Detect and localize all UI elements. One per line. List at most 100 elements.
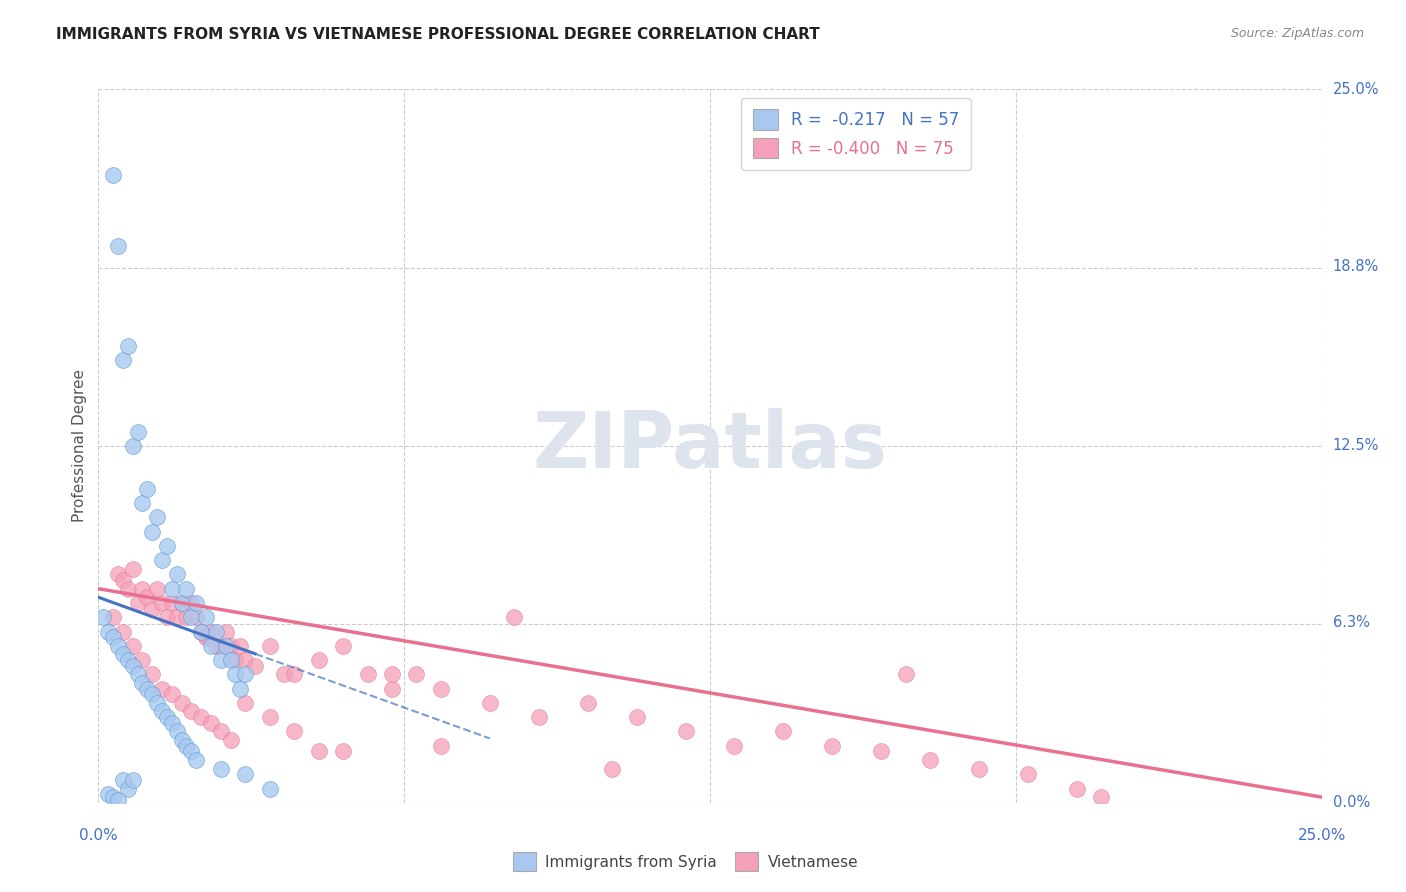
Point [97, 624, 120, 639]
Point [430, 739, 453, 753]
Point [308, 653, 330, 667]
Point [107, 793, 129, 807]
Point [332, 639, 354, 653]
Point [332, 744, 354, 758]
Point [283, 667, 305, 681]
Point [166, 567, 188, 582]
Point [576, 696, 599, 710]
Point [127, 667, 149, 681]
Point [214, 639, 236, 653]
Point [356, 667, 378, 681]
Point [308, 744, 330, 758]
Text: ZIPatlas: ZIPatlas [533, 408, 887, 484]
Point [136, 482, 159, 496]
Point [141, 687, 163, 701]
Point [186, 753, 208, 767]
Point [117, 582, 139, 596]
Point [1066, 781, 1088, 796]
Point [146, 510, 169, 524]
Point [430, 681, 453, 696]
Point [101, 168, 124, 182]
Point [176, 610, 198, 624]
Point [107, 639, 129, 653]
Point [219, 639, 242, 653]
Point [150, 553, 173, 567]
Point [219, 733, 242, 747]
Point [381, 681, 404, 696]
Point [205, 624, 228, 639]
Y-axis label: Professional Degree: Professional Degree [72, 369, 87, 523]
Point [136, 591, 159, 605]
Point [131, 582, 153, 596]
Point [219, 653, 242, 667]
Point [150, 596, 173, 610]
Point [229, 681, 252, 696]
Point [141, 524, 163, 539]
Point [200, 639, 222, 653]
Point [121, 439, 143, 453]
Point [111, 624, 134, 639]
Point [170, 733, 193, 747]
Point [117, 339, 139, 353]
Point [111, 648, 134, 662]
Point [1090, 790, 1112, 805]
Point [259, 639, 281, 653]
Point [166, 724, 188, 739]
Point [503, 610, 526, 624]
Point [160, 582, 183, 596]
Point [600, 762, 623, 776]
Point [101, 630, 124, 644]
Point [117, 653, 139, 667]
Point [170, 596, 193, 610]
Point [772, 724, 794, 739]
Point [127, 425, 149, 439]
Point [190, 624, 212, 639]
Point [160, 687, 183, 701]
Text: 0.0%: 0.0% [79, 828, 118, 843]
Point [200, 715, 222, 730]
Point [209, 724, 232, 739]
Point [156, 539, 179, 553]
Point [243, 658, 266, 673]
Point [170, 596, 193, 610]
Point [821, 739, 844, 753]
Point [176, 582, 198, 596]
Point [190, 710, 212, 724]
Point [233, 667, 256, 681]
Point [111, 353, 134, 368]
Text: 18.8%: 18.8% [1333, 259, 1379, 274]
Point [121, 658, 143, 673]
Point [160, 596, 183, 610]
Point [209, 639, 232, 653]
Point [131, 676, 153, 690]
Point [190, 624, 212, 639]
Point [131, 496, 153, 510]
Point [723, 739, 745, 753]
Point [127, 596, 149, 610]
Point [146, 582, 169, 596]
Point [209, 762, 232, 776]
Point [405, 667, 427, 681]
Point [259, 781, 281, 796]
Point [195, 630, 218, 644]
Point [381, 667, 404, 681]
Point [229, 639, 252, 653]
Point [101, 610, 124, 624]
Legend: Immigrants from Syria, Vietnamese: Immigrants from Syria, Vietnamese [508, 847, 865, 877]
Point [111, 573, 134, 587]
Point [136, 681, 159, 696]
Point [156, 710, 179, 724]
Text: Source: ZipAtlas.com: Source: ZipAtlas.com [1230, 27, 1364, 40]
Point [478, 696, 501, 710]
Point [131, 653, 153, 667]
Point [180, 596, 202, 610]
Point [176, 739, 198, 753]
Point [121, 772, 143, 787]
Point [224, 667, 246, 681]
Point [205, 639, 228, 653]
Point [141, 667, 163, 681]
Point [186, 596, 208, 610]
Point [180, 610, 202, 624]
Point [209, 653, 232, 667]
Point [626, 710, 648, 724]
